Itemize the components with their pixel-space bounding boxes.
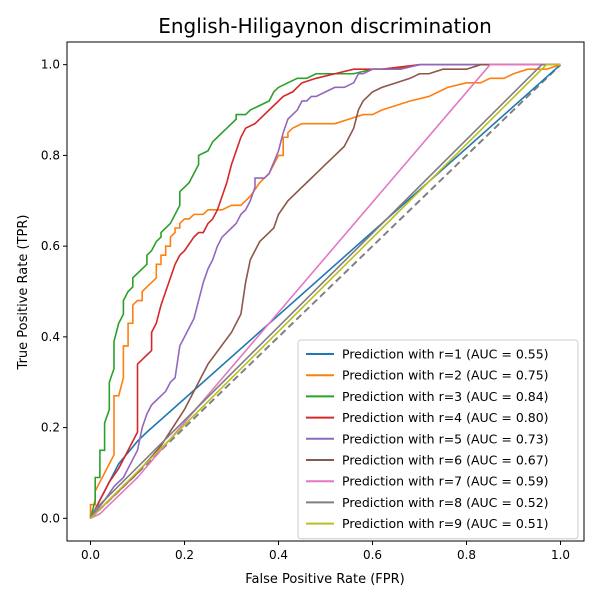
y-tick-label: 0.8 bbox=[41, 148, 60, 162]
legend-label-r6: Prediction with r=6 (AUC = 0.67) bbox=[342, 453, 549, 468]
legend-label-r7: Prediction with r=7 (AUC = 0.59) bbox=[342, 474, 549, 489]
reference-diagonal-line bbox=[89, 63, 562, 520]
series-line-r4 bbox=[89, 63, 561, 519]
x-tick-label: 0.6 bbox=[363, 548, 382, 562]
x-tick-label: 0.2 bbox=[175, 548, 194, 562]
legend-label-r1: Prediction with r=1 (AUC = 0.55) bbox=[342, 347, 549, 362]
x-tick-label: 0.4 bbox=[269, 548, 288, 562]
legend-label-r9: Prediction with r=9 (AUC = 0.51) bbox=[342, 516, 549, 531]
y-tick-label: 0.2 bbox=[41, 421, 60, 435]
x-tick-label: 0.8 bbox=[457, 548, 476, 562]
y-tick-label: 1.0 bbox=[41, 58, 60, 72]
y-tick-label: 0.4 bbox=[41, 330, 60, 344]
x-axis-label: False Positive Rate (FPR) bbox=[245, 572, 404, 587]
series-line-r5 bbox=[89, 63, 561, 519]
series-line-r3 bbox=[89, 63, 561, 519]
series-line-r6 bbox=[89, 63, 561, 519]
y-axis-label: True Positive Rate (TPR) bbox=[16, 215, 31, 371]
y-tick-label: 0.0 bbox=[41, 511, 60, 525]
x-tick-label: 0.0 bbox=[81, 548, 100, 562]
legend-label-r4: Prediction with r=4 (AUC = 0.80) bbox=[342, 410, 549, 425]
legend-label-r3: Prediction with r=3 (AUC = 0.84) bbox=[342, 389, 549, 404]
legend-label-r2: Prediction with r=2 (AUC = 0.75) bbox=[342, 368, 549, 383]
series-line-r7 bbox=[90, 63, 561, 520]
x-tick-label: 1.0 bbox=[551, 548, 570, 562]
series-line-r9 bbox=[89, 63, 561, 519]
chart-title: English-Hiligaynon discrimination bbox=[158, 14, 492, 38]
legend-label-r8: Prediction with r=8 (AUC = 0.52) bbox=[342, 495, 549, 510]
series-line-r2 bbox=[89, 63, 561, 519]
axes-frame bbox=[66, 41, 585, 542]
legend-label-r5: Prediction with r=5 (AUC = 0.73) bbox=[342, 431, 549, 446]
plot-area bbox=[89, 63, 562, 520]
legend-box bbox=[297, 339, 579, 540]
legend: Prediction with r=1 (AUC = 0.55) Predicti… bbox=[297, 339, 579, 540]
y-tick-label: 0.6 bbox=[41, 239, 60, 253]
axes: 0.0 0.2 0.4 0.6 0.8 1.0 0.0 0.2 0.4 0.6 0.8 1.0 bbox=[41, 41, 585, 562]
